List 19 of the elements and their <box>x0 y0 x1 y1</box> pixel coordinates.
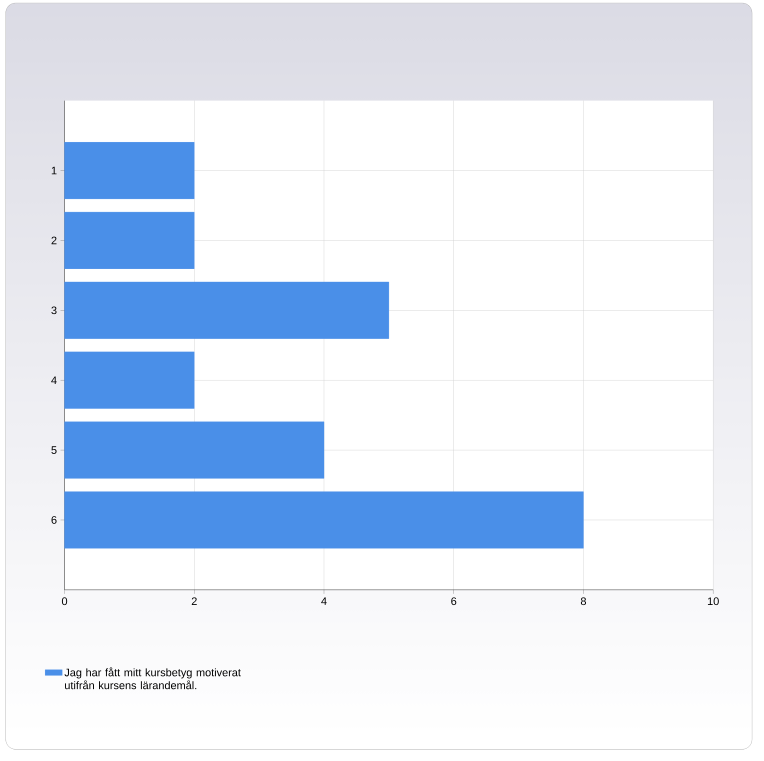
legend-label: Jag har fått mitt kursbetyg motiverat utifrån kursens lärandemål. <box>64 667 241 690</box>
y-tick-label: 6 <box>52 516 57 524</box>
x-tick-label: 8 <box>580 597 586 605</box>
bar <box>64 491 584 548</box>
bar <box>64 282 390 339</box>
y-tick-label: 5 <box>51 446 57 454</box>
y-tick-label: 2 <box>52 236 56 244</box>
bar <box>64 421 324 478</box>
y-tick-label: 4 <box>51 376 57 384</box>
x-tick-label: 0 <box>62 597 68 605</box>
x-tick-label: 10 <box>708 597 719 605</box>
bar <box>64 352 194 409</box>
bar <box>64 142 194 199</box>
x-tick-label: 4 <box>321 597 327 605</box>
y-tick-label: 1 <box>52 166 57 174</box>
y-tick-label: 3 <box>51 306 57 314</box>
x-tick-label: 6 <box>451 597 456 605</box>
x-tick-label: 2 <box>192 597 197 605</box>
bar <box>64 212 194 269</box>
